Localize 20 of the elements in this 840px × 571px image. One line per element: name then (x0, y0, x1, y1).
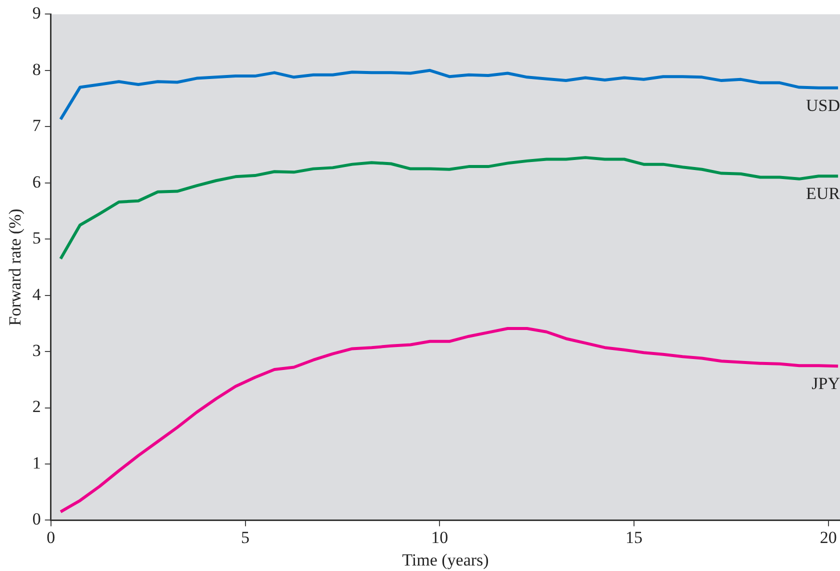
y-tick-label: 3 (32, 341, 41, 360)
y-tick-label: 1 (32, 453, 41, 472)
y-tick-label: 2 (32, 397, 41, 416)
y-tick-label: 4 (32, 284, 42, 304)
series-label: USD (806, 96, 840, 115)
y-tick-label: 7 (32, 116, 42, 136)
y-tick-label: 6 (32, 172, 41, 192)
y-tick-label: 0 (32, 510, 41, 529)
y-tick-label: 8 (32, 60, 41, 79)
x-tick-label: 5 (241, 528, 250, 547)
x-tick-label: 15 (625, 528, 642, 547)
x-tick-label: 0 (46, 528, 56, 547)
y-tick-label: 9 (32, 4, 41, 23)
y-axis-title: Forward rate (%) (6, 208, 25, 326)
series-label: EUR (806, 184, 840, 204)
series-label: JPY (812, 374, 840, 394)
x-tick-label: 20 (820, 528, 837, 547)
x-axis-title: Time (years) (402, 550, 489, 570)
y-tick-label: 5 (32, 228, 41, 248)
x-tick-label: 10 (431, 528, 448, 547)
